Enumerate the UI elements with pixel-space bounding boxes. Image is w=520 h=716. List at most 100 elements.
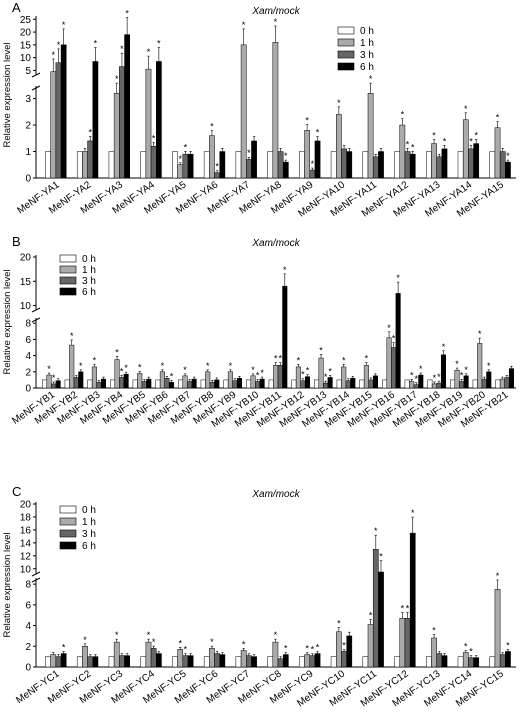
significance-mark: * bbox=[52, 50, 56, 60]
y-tick-label: 14 bbox=[20, 538, 32, 549]
bar bbox=[431, 143, 437, 179]
bar bbox=[267, 151, 274, 179]
significance-mark: * bbox=[455, 359, 459, 369]
legend: 0 h1 h3 h6 h bbox=[59, 505, 96, 552]
bar bbox=[219, 151, 226, 179]
bar bbox=[45, 151, 51, 179]
bar bbox=[82, 151, 88, 179]
bar bbox=[463, 375, 469, 389]
significance-mark: * bbox=[210, 122, 214, 132]
bar bbox=[282, 285, 288, 389]
significance-mark: * bbox=[210, 637, 214, 647]
bar bbox=[481, 378, 487, 389]
significance-mark: * bbox=[437, 372, 441, 382]
bar bbox=[494, 589, 501, 668]
significance-mark: * bbox=[152, 133, 156, 143]
bar bbox=[114, 359, 120, 389]
significance-mark: * bbox=[115, 630, 119, 640]
bar bbox=[457, 656, 464, 668]
bar bbox=[426, 656, 432, 668]
bar bbox=[495, 379, 501, 389]
significance-mark: * bbox=[369, 74, 373, 84]
chart-title: Xam/mock bbox=[251, 6, 300, 17]
bar bbox=[113, 641, 120, 668]
bar bbox=[440, 354, 446, 389]
bar bbox=[209, 648, 215, 668]
bar bbox=[119, 655, 125, 668]
bar bbox=[462, 652, 469, 668]
axis-break-mark bbox=[31, 317, 41, 323]
bar bbox=[309, 655, 316, 668]
significance-mark: * bbox=[406, 603, 410, 613]
bar bbox=[486, 371, 492, 389]
significance-mark: * bbox=[147, 47, 151, 57]
bar bbox=[299, 151, 305, 179]
y-tick-label: 2 bbox=[25, 642, 31, 653]
bar bbox=[504, 377, 510, 389]
significance-mark: * bbox=[183, 365, 187, 375]
bar bbox=[378, 571, 384, 668]
bar bbox=[140, 656, 147, 668]
legend-label: 0 h bbox=[82, 505, 96, 516]
bar bbox=[367, 624, 374, 668]
significance-mark: * bbox=[256, 371, 260, 381]
legend-swatch bbox=[59, 505, 77, 514]
bar bbox=[436, 382, 442, 389]
bar bbox=[489, 656, 496, 668]
bar bbox=[60, 653, 67, 668]
bar bbox=[441, 148, 448, 179]
bar bbox=[100, 378, 106, 389]
bar bbox=[246, 159, 252, 179]
bar bbox=[182, 375, 188, 389]
significance-mark: * bbox=[464, 642, 468, 652]
bar bbox=[304, 376, 310, 389]
bar bbox=[140, 151, 147, 179]
y-tick-label: 8 bbox=[25, 580, 31, 591]
bar bbox=[378, 151, 384, 179]
bar bbox=[330, 656, 337, 668]
y-tick-label: 6 bbox=[25, 335, 31, 346]
bar bbox=[55, 656, 62, 668]
significance-mark: * bbox=[62, 20, 66, 30]
bar bbox=[505, 651, 511, 668]
bar bbox=[240, 650, 247, 668]
significance-mark: * bbox=[138, 362, 142, 372]
bar bbox=[145, 641, 152, 668]
legend-label: 6 h bbox=[82, 541, 96, 552]
y-tick-label: 0 bbox=[25, 174, 31, 185]
bar bbox=[64, 379, 70, 389]
bar bbox=[246, 379, 252, 389]
bar bbox=[505, 161, 511, 179]
significance-mark: * bbox=[124, 363, 128, 373]
bar bbox=[119, 377, 125, 389]
bar bbox=[205, 371, 211, 389]
bar bbox=[459, 381, 465, 389]
bar bbox=[499, 151, 506, 179]
bar bbox=[427, 379, 433, 389]
significance-mark: * bbox=[178, 638, 182, 648]
legend: 0 h1 h3 h6 h bbox=[337, 26, 374, 73]
legend-swatch bbox=[337, 62, 355, 71]
y-tick-label: 10 bbox=[20, 564, 32, 575]
bar bbox=[499, 654, 506, 668]
bar bbox=[309, 169, 316, 179]
y-tick-label: 20 bbox=[20, 500, 32, 511]
significance-mark: * bbox=[432, 626, 436, 636]
bar bbox=[156, 61, 162, 179]
bar bbox=[282, 654, 289, 668]
significance-mark: * bbox=[57, 40, 61, 50]
significance-mark: * bbox=[342, 355, 346, 365]
bar bbox=[346, 151, 353, 179]
significance-mark: * bbox=[506, 151, 510, 161]
significance-mark: * bbox=[411, 508, 415, 518]
legend-swatch bbox=[59, 517, 77, 526]
significance-mark: * bbox=[152, 637, 156, 647]
bar bbox=[273, 365, 279, 389]
significance-mark: * bbox=[83, 635, 87, 645]
significance-mark: * bbox=[337, 98, 341, 108]
bar bbox=[367, 93, 374, 179]
bar bbox=[235, 151, 242, 179]
bar bbox=[295, 366, 301, 389]
bar bbox=[113, 93, 120, 179]
bar bbox=[232, 380, 238, 389]
